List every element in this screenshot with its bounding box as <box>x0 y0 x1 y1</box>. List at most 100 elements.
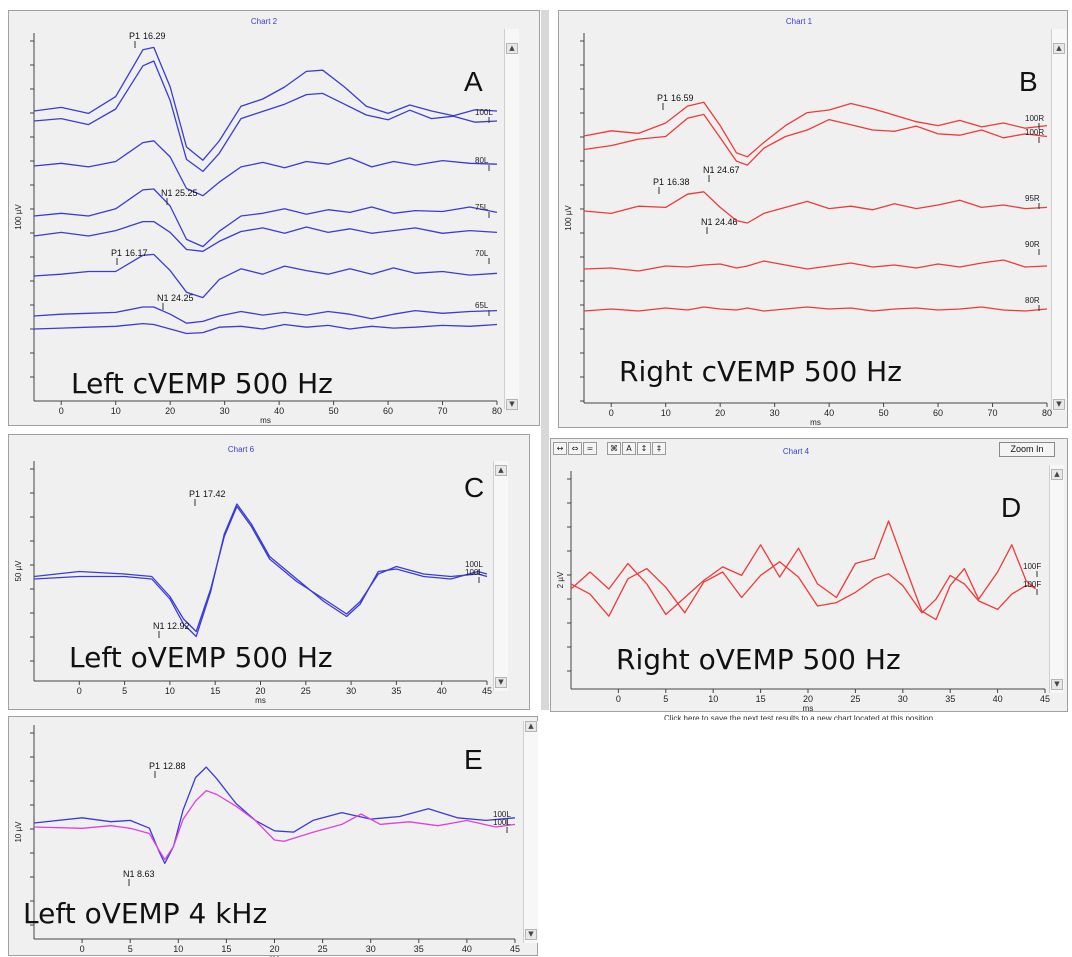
scroll-up-button[interactable]: ▲ <box>495 465 507 476</box>
vertical-splitter[interactable] <box>541 10 549 710</box>
x-tick-label: 10 <box>111 406 121 416</box>
trace-line <box>33 140 498 197</box>
scroll-down-button[interactable]: ▼ <box>525 929 537 940</box>
expand-h-icon[interactable]: ⇔ <box>568 442 582 455</box>
peak-name: N1 <box>157 293 169 303</box>
trace-label: 100R <box>1025 128 1044 137</box>
x-tick-label: 10 <box>165 686 175 696</box>
x-tick-label: 40 <box>824 408 834 418</box>
x-tick-label: 15 <box>210 686 220 696</box>
scroll-down-button[interactable]: ▼ <box>1053 399 1065 410</box>
compress-h-icon[interactable]: = <box>583 442 597 455</box>
zoom-in-button[interactable]: Zoom In <box>999 442 1055 457</box>
chart-panel-c: 0 5 10 15 20 25 30 35 40 45 ms 50 µV Chart 6 100L 100L… <box>8 434 530 710</box>
scroll-up-button[interactable]: ▲ <box>506 43 518 54</box>
y-axis-label: 10 µV <box>14 821 23 843</box>
chart-panel-d: ↔ ⇔ = ⌘ A ↕ ‡ Zoom In 0 5 10 15 20 25 30 35 40 45… <box>550 438 1068 713</box>
x-tick-label: 45 <box>510 944 520 954</box>
trace-line <box>570 561 1036 617</box>
chart-title: Chart 1 <box>786 17 813 26</box>
x-tick-label: 20 <box>715 408 725 418</box>
peak-name: P1 <box>657 93 668 103</box>
chart-b: 0 10 20 30 40 50 60 70 80 ms 100 µV Chart 1 100R 100R… <box>564 17 1052 427</box>
peak-name: N1 <box>703 165 715 175</box>
peak-latency: 12.92 <box>167 621 190 631</box>
x-tick-label: 35 <box>414 944 424 954</box>
trace-line <box>583 259 1048 272</box>
panel-caption: Left cVEMP 500 Hz <box>71 367 333 400</box>
move-h-icon[interactable]: ↔ <box>553 442 567 455</box>
chart-a: 0 10 20 30 40 50 60 70 80 ms 100 µV Chart 2 100L 80L 7… <box>14 17 502 425</box>
chart-title: Chart 2 <box>251 17 278 26</box>
peak-latency: 8.63 <box>137 869 155 879</box>
x-tick-label: 35 <box>391 686 401 696</box>
trace-label: 100L <box>465 560 483 569</box>
x-tick-label: 70 <box>988 408 998 418</box>
trace-label: 70L <box>475 249 489 258</box>
x-tick-label: 15 <box>756 694 766 704</box>
y-axis-label: 2 µV <box>556 571 565 588</box>
panel-letter: A <box>464 66 483 97</box>
x-tick-label: 20 <box>803 694 813 704</box>
chart-panel-b: 0 10 20 30 40 50 60 70 80 ms 100 µV Chart 1 100R 100R… <box>558 10 1068 428</box>
chart-a-scrollbar[interactable]: ▲ ▼ <box>504 29 519 410</box>
auto-scale-icon[interactable]: A <box>622 442 636 455</box>
trace-line <box>33 220 498 252</box>
trace-line <box>570 520 1036 621</box>
trace-line <box>33 306 498 324</box>
scroll-up-button[interactable]: ▲ <box>1051 469 1063 480</box>
trace-line <box>33 253 498 299</box>
x-tick-label: 0 <box>616 694 621 704</box>
x-tick-label: 0 <box>59 406 64 416</box>
x-tick-label: 35 <box>945 694 955 704</box>
panel-caption: Right cVEMP 500 Hz <box>619 355 902 388</box>
chart-title: Chart 6 <box>228 445 255 454</box>
peak-name: P1 <box>111 248 122 258</box>
x-tick-label: 50 <box>329 406 339 416</box>
chart-c-scrollbar[interactable]: ▲ ▼ <box>493 461 508 691</box>
x-tick-label: 25 <box>850 694 860 704</box>
y-axis-label: 100 µV <box>564 205 573 231</box>
scroll-up-button[interactable]: ▲ <box>1053 43 1065 54</box>
x-tick-label: 45 <box>482 686 492 696</box>
chart-d-scrollbar[interactable]: ▲ ▼ <box>1049 465 1064 693</box>
scroll-up-button[interactable]: ▲ <box>525 721 537 732</box>
trace-line <box>583 101 1048 158</box>
peak-latency: 16.59 <box>671 93 694 103</box>
x-tick-label: 50 <box>879 408 889 418</box>
trace-line <box>583 113 1048 166</box>
scroll-down-button[interactable]: ▼ <box>1051 679 1063 690</box>
x-tick-label: 30 <box>220 406 230 416</box>
chart-e-scrollbar[interactable]: ▲ ▼ <box>523 721 538 943</box>
peak-name: N1 <box>161 188 173 198</box>
x-tick-label: 0 <box>77 686 82 696</box>
x-tick-label: 80 <box>492 406 502 416</box>
scroll-down-button[interactable]: ▼ <box>506 399 518 410</box>
expand-v-icon[interactable]: ↕ <box>637 442 651 455</box>
trace-label: 100F <box>1023 580 1041 589</box>
x-tick-label: 45 <box>1040 694 1050 704</box>
trace-line <box>33 789 516 861</box>
scroll-down-button[interactable]: ▼ <box>495 677 507 688</box>
x-tick-label: 25 <box>318 944 328 954</box>
trace-label: 65L <box>475 301 489 310</box>
compress-v-icon[interactable]: ‡ <box>652 442 666 455</box>
y-axis-label: 100 µV <box>14 204 23 230</box>
panel-caption: Left oVEMP 500 Hz <box>69 641 333 674</box>
peak-latency: 24.67 <box>717 165 740 175</box>
trace-label: 100F <box>1023 562 1041 571</box>
x-tick-label: 70 <box>438 406 448 416</box>
peak-latency: 16.38 <box>667 177 690 187</box>
panel-letter: C <box>464 472 484 503</box>
fit-icon[interactable]: ⌘ <box>607 442 621 455</box>
x-tick-label: 15 <box>221 944 231 954</box>
trace-label: 100L <box>475 108 493 117</box>
x-axis-label: ms <box>260 416 271 425</box>
trace-line <box>583 306 1048 312</box>
x-axis-label: ms <box>255 696 266 705</box>
status-hint: Click here to save the next test results… <box>664 714 934 720</box>
chart-title: Chart 4 <box>783 447 810 456</box>
chart-b-scrollbar[interactable]: ▲ ▼ <box>1051 29 1066 411</box>
trace-line <box>33 46 498 161</box>
x-tick-label: 40 <box>437 686 447 696</box>
